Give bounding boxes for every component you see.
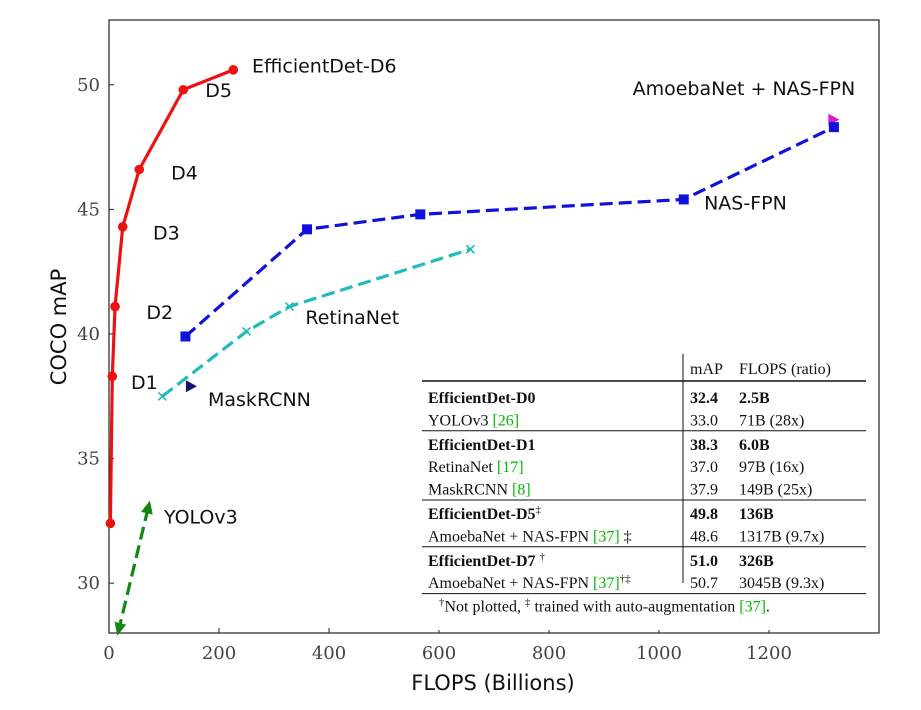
table-map-cell: 49.8 (690, 506, 718, 523)
table-map-cell: 50.7 (690, 575, 718, 592)
series-point (228, 65, 239, 75)
data-series (105, 65, 840, 636)
y-tick-label: 50 (77, 75, 100, 96)
comparison-table: mAP FLOPS (ratio) EfficientDet-D0 32.4 2.5B Y… (422, 350, 866, 630)
series-point (284, 301, 294, 312)
table-model-cell: RetinaNet [17] (428, 459, 524, 476)
series-annotation: EfficientDet-D6 (252, 55, 397, 77)
y-tick-label: 30 (77, 573, 100, 594)
table-flops-cell: 97B (16x) (739, 459, 804, 476)
series-line (184, 125, 835, 338)
table-header-flops: FLOPS (ratio) (739, 361, 831, 378)
table-footnote: †Not plotted, ‡ trained with auto-augmen… (439, 597, 770, 616)
x-tick-label: 600 (422, 643, 456, 664)
series-point (241, 326, 252, 337)
table-map-cell: 37.0 (690, 459, 718, 476)
table-background (422, 350, 866, 630)
series-line (108, 68, 234, 524)
x-axis-label: FLOPS (Billions) (411, 671, 574, 695)
table-map-cell: 38.3 (690, 437, 718, 454)
x-tick-label: 1000 (636, 643, 682, 664)
x-tick-label: 200 (202, 643, 236, 664)
series-point (107, 371, 118, 382)
table-model-cell: YOLOv3 [26] (428, 412, 519, 429)
x-tick-label: 0 (103, 643, 114, 664)
table-model-cell: EfficientDet-D1 (428, 437, 536, 454)
table-map-cell: 48.6 (690, 528, 718, 545)
point-label: D2 (146, 302, 173, 324)
y-tick-label: 35 (77, 449, 100, 470)
table-model-cell: AmoebaNet + NAS-FPN [37] ‡ (428, 528, 632, 545)
series-point (185, 380, 197, 393)
table-model-cell: EfficientDet-D5‡ (428, 504, 542, 523)
table-model-cell: MaskRCNN [8] (428, 482, 531, 499)
table-flops-cell: 6.0B (739, 437, 770, 454)
series-point (141, 500, 153, 515)
point-label: D3 (153, 222, 180, 244)
series-point (178, 84, 189, 95)
series-annotation: AmoebaNet + NAS-FPN (633, 78, 856, 100)
x-tick-label: 400 (312, 643, 346, 664)
point-label: D1 (131, 372, 158, 394)
point-label: D4 (171, 162, 198, 184)
table-flops-cell: 1317B (9.7x) (739, 528, 824, 545)
table-flops-cell: 71B (28x) (739, 412, 804, 429)
series-point (117, 222, 128, 232)
table-model-cell: EfficientDet-D7 † (428, 551, 546, 570)
series-point (180, 331, 191, 342)
series-point (415, 209, 426, 220)
series-point (828, 122, 839, 133)
series-point (678, 194, 689, 205)
table-map-cell: 33.0 (690, 412, 718, 429)
series-annotation: YOLOv3 (163, 506, 238, 528)
point-labels: D1 D2 D3 D4 D5 EfficientDet-D6 AmoebaNet + NAS… (131, 55, 855, 528)
table-model-cell: EfficientDet-D0 (428, 390, 536, 407)
series-point (134, 164, 145, 175)
x-tick-label: 800 (532, 643, 566, 664)
table-header-map: mAP (690, 361, 723, 378)
table-flops-cell: 2.5B (739, 390, 770, 407)
table-flops-cell: 3045B (9.3x) (739, 575, 824, 592)
series-line (161, 247, 471, 398)
y-axis-label: COCO mAP (47, 269, 71, 386)
table-map-cell: 37.9 (690, 482, 718, 499)
series-point (114, 621, 127, 636)
series-point (302, 224, 312, 235)
series-point (465, 244, 475, 254)
series-annotation: RetinaNet (305, 307, 399, 329)
y-tick-label: 40 (77, 324, 100, 345)
table-flops-cell: 326B (739, 553, 774, 570)
table-map-cell: 32.4 (690, 390, 718, 407)
axis-ticks: 0 200 400 600 800 1000 1200 30 35 40 45 50 (77, 75, 792, 664)
x-tick-label: 1200 (746, 643, 792, 664)
series-point (105, 518, 116, 529)
series-point (110, 301, 120, 312)
y-tick-label: 45 (77, 199, 100, 220)
plot-frame (108, 19, 880, 634)
table-flops-cell: 149B (25x) (739, 482, 812, 499)
table-model-cell: AmoebaNet + NAS-FPN [37]†‡ (428, 573, 631, 592)
table-map-cell: 51.0 (690, 553, 718, 570)
series-annotation: NAS-FPN (704, 192, 787, 214)
point-label: D5 (205, 80, 232, 102)
series-point (157, 391, 167, 401)
series-annotation: MaskRCNN (208, 389, 311, 411)
table-flops-cell: 136B (739, 506, 774, 523)
series-line (117, 508, 150, 629)
